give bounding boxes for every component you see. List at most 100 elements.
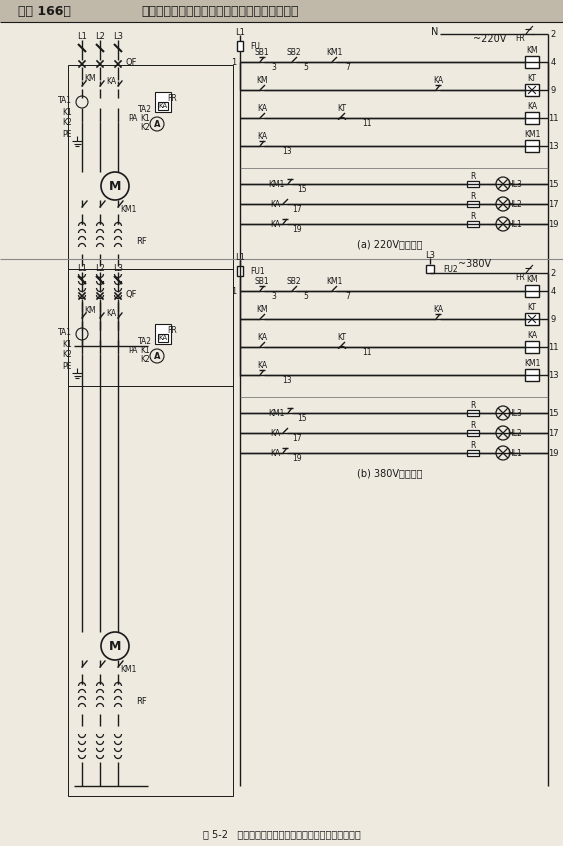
- Bar: [525, 313, 539, 325]
- Text: KM: KM: [256, 75, 268, 85]
- Text: HL2: HL2: [508, 200, 522, 208]
- Text: KA: KA: [527, 102, 537, 111]
- Text: L3: L3: [113, 31, 123, 41]
- Bar: [525, 112, 539, 124]
- Text: PE: PE: [62, 129, 72, 139]
- Text: HL2: HL2: [508, 429, 522, 437]
- Text: FR: FR: [515, 272, 525, 282]
- Text: PA: PA: [128, 345, 138, 354]
- Bar: [158, 334, 168, 342]
- Bar: [525, 56, 539, 68]
- Bar: [467, 450, 479, 456]
- Text: HL3: HL3: [508, 179, 522, 189]
- Text: FU2: FU2: [443, 265, 458, 273]
- Text: KA: KA: [106, 76, 116, 85]
- Bar: [525, 140, 539, 152]
- Text: 15: 15: [548, 409, 558, 417]
- Text: L1: L1: [235, 252, 245, 261]
- Text: N: N: [431, 27, 439, 37]
- Bar: [467, 410, 479, 416]
- Text: KA: KA: [270, 429, 280, 437]
- Text: 15: 15: [548, 179, 558, 189]
- Text: KA: KA: [270, 200, 280, 208]
- Text: KA: KA: [257, 360, 267, 370]
- Text: L2: L2: [95, 263, 105, 272]
- Text: QF: QF: [126, 58, 137, 67]
- Text: 5: 5: [303, 292, 309, 300]
- Text: FR: FR: [167, 326, 177, 334]
- Text: K1: K1: [140, 345, 150, 354]
- Text: K1: K1: [140, 113, 150, 123]
- Text: KA: KA: [257, 131, 267, 140]
- Text: KM: KM: [526, 46, 538, 54]
- Text: K2: K2: [62, 349, 72, 359]
- Text: 11: 11: [362, 348, 372, 356]
- Text: TA1: TA1: [58, 327, 72, 337]
- Bar: [237, 266, 243, 276]
- Text: PE: PE: [62, 361, 72, 371]
- Text: K2: K2: [62, 118, 72, 127]
- Bar: [158, 102, 168, 110]
- Text: KT: KT: [528, 303, 537, 311]
- Bar: [426, 265, 434, 273]
- Text: SB1: SB1: [254, 277, 269, 285]
- Text: FU1: FU1: [250, 266, 265, 276]
- Text: 3: 3: [271, 63, 276, 72]
- Text: 19: 19: [548, 448, 558, 458]
- Text: A: A: [154, 351, 160, 360]
- Text: KA: KA: [433, 75, 443, 85]
- Bar: [155, 92, 171, 112]
- Text: R: R: [470, 172, 476, 180]
- Text: L2: L2: [95, 31, 105, 41]
- Bar: [525, 285, 539, 297]
- Text: KM1: KM1: [326, 47, 342, 57]
- Text: 17: 17: [292, 433, 302, 442]
- Text: R: R: [470, 420, 476, 430]
- Text: KM1: KM1: [120, 205, 136, 213]
- Text: PA: PA: [128, 113, 138, 123]
- Text: 5: 5: [303, 63, 309, 72]
- Bar: [525, 369, 539, 381]
- Text: 13: 13: [282, 376, 292, 384]
- Text: 4: 4: [551, 58, 556, 67]
- Text: KA: KA: [158, 335, 168, 341]
- Text: L3: L3: [113, 263, 123, 272]
- Text: L3: L3: [425, 250, 435, 260]
- Text: KM: KM: [526, 274, 538, 283]
- Text: KA: KA: [527, 331, 537, 339]
- Text: KM1: KM1: [120, 664, 136, 673]
- Text: KM1: KM1: [326, 277, 342, 285]
- Text: 4: 4: [551, 287, 556, 295]
- Text: K2: K2: [140, 354, 150, 364]
- Bar: [0, 0, 563, 22]
- Text: 19: 19: [292, 453, 302, 463]
- Text: KA: KA: [270, 219, 280, 228]
- Text: 13: 13: [282, 146, 292, 156]
- Text: 19: 19: [548, 219, 558, 228]
- Text: 15: 15: [297, 184, 307, 194]
- Text: 二次保护自动切除频敏变阵器降压启动控制电路: 二次保护自动切除频敏变阵器降压启动控制电路: [141, 4, 299, 18]
- Bar: [525, 84, 539, 96]
- Text: L1: L1: [77, 31, 87, 41]
- Text: KM: KM: [84, 305, 96, 315]
- Text: 2: 2: [551, 268, 556, 277]
- Text: 11: 11: [362, 118, 372, 128]
- Text: (a) 220V控制电路: (a) 220V控制电路: [358, 239, 423, 249]
- Text: (b) 380V控制电路: (b) 380V控制电路: [358, 468, 423, 478]
- Text: KM1: KM1: [524, 359, 540, 367]
- Text: R: R: [470, 212, 476, 221]
- Text: M: M: [109, 179, 121, 193]
- Text: 19: 19: [292, 224, 302, 233]
- Text: SB1: SB1: [254, 47, 269, 57]
- Text: 9: 9: [551, 85, 556, 95]
- Text: 17: 17: [292, 205, 302, 213]
- Text: 17: 17: [548, 200, 558, 208]
- Text: 1: 1: [231, 58, 236, 67]
- Text: HL1: HL1: [508, 219, 522, 228]
- Text: FU: FU: [250, 41, 260, 51]
- Text: SB2: SB2: [287, 277, 301, 285]
- Text: 17: 17: [548, 429, 558, 437]
- Text: A: A: [154, 119, 160, 129]
- Text: 【例 166】: 【例 166】: [18, 4, 71, 18]
- Text: RF: RF: [136, 696, 147, 706]
